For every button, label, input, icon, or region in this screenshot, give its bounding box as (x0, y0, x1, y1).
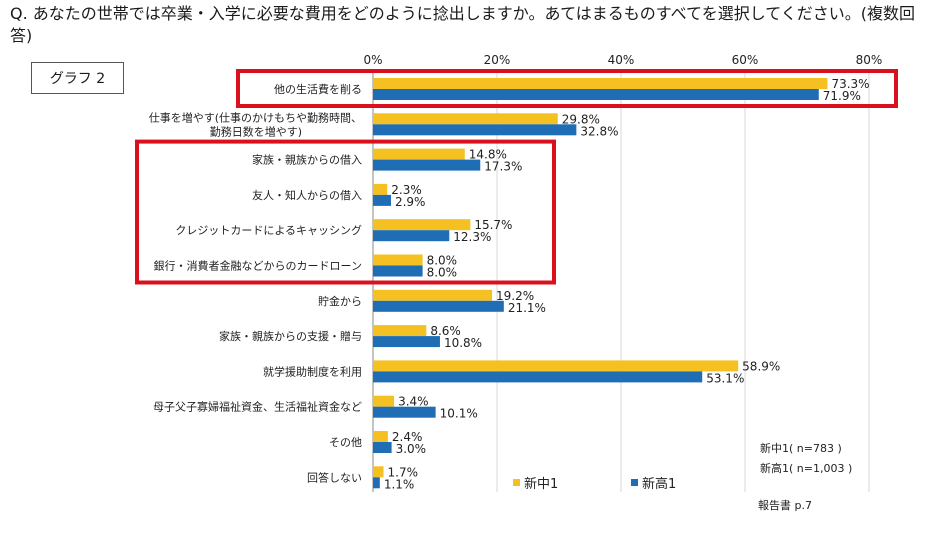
value-label-series-a: 19.2% (496, 289, 534, 303)
bar-series-a (373, 289, 493, 301)
category-label: 他の生活費を削る (274, 82, 362, 96)
bar-series-b (373, 159, 481, 171)
value-label-series-b: 71.9% (823, 89, 861, 103)
value-label-series-b: 1.1% (384, 477, 415, 491)
value-label-series-b: 3.0% (396, 442, 427, 456)
x-tick-label: 60% (732, 53, 759, 67)
question-text: Q. あなたの世帯では卒業・入学に必要な費用をどのように捻出しますか。あてはまる… (10, 4, 916, 45)
bar-series-a (373, 219, 471, 231)
value-label-series-b: 21.1% (508, 301, 546, 315)
source-note: 報告書 p.7 (758, 499, 812, 512)
category-label: 銀行・消費者金融などからのカードローン (154, 259, 362, 273)
value-label-series-b: 10.1% (440, 407, 478, 421)
bar-series-b (373, 230, 450, 242)
value-label-series-b: 12.3% (453, 230, 491, 244)
bar-series-a (373, 254, 423, 266)
value-label-series-a: 2.3% (391, 183, 422, 197)
category-label: 家族・親族からの借入 (252, 153, 362, 167)
value-label-series-b: 32.8% (580, 124, 618, 138)
sample-size-ko: 新高1( n=1,003 ) (760, 462, 853, 475)
bar-series-b (373, 336, 440, 348)
highlight-box (236, 69, 898, 108)
bar-series-b (373, 477, 380, 489)
x-tick-label: 80% (856, 53, 883, 67)
bar-series-b (373, 89, 819, 100)
legend-label-series-b: 新高1 (642, 476, 676, 492)
bar-series-a (373, 395, 395, 407)
bars: 73.3%71.9% 29.8%32.8% 14.8%17.3% 2.3%2.9% 15… (373, 77, 870, 491)
highlight-box (135, 139, 556, 285)
category-label: 貯金から (318, 294, 362, 308)
value-label-series-a: 29.8% (562, 112, 600, 126)
category-label: 母子父子寡婦福祉資金、生活福祉資金など (153, 400, 362, 414)
graph-label: グラフ 2 (31, 62, 124, 94)
bar-series-a (373, 78, 828, 89)
bar-series-a (373, 183, 388, 195)
value-label-series-a: 8.6% (430, 324, 461, 338)
value-label-series-b: 53.1% (706, 371, 744, 385)
legend: 新中1 新高1 (513, 476, 676, 492)
category-label: 就学援助制度を利用 (263, 364, 362, 378)
category-label: 回答しない (307, 470, 362, 484)
category-label: 友人・知人からの借入 (252, 188, 362, 202)
value-label-series-b: 2.9% (395, 195, 426, 209)
category-label: 家族・親族からの支援・贈与 (219, 329, 362, 343)
bar-series-b (373, 371, 703, 383)
highlight-boxes (135, 69, 898, 285)
value-label-series-a: 58.9% (742, 359, 780, 373)
x-axis-ticks: 0% 20% 40% 60% 80% (363, 53, 882, 67)
value-label-series-b: 17.3% (484, 160, 522, 174)
value-label-series-a: 8.0% (427, 254, 458, 268)
bar-series-b (373, 265, 423, 277)
value-label-series-b: 10.8% (444, 336, 482, 350)
x-tick-label: 40% (608, 53, 635, 67)
value-label-series-a: 1.7% (388, 465, 419, 479)
category-label: 仕事を増やす(仕事のかけもちや勤務時間、勤務日数を増やす) (149, 110, 362, 138)
bar-series-b (373, 442, 392, 453)
legend-swatch-series-a (513, 479, 520, 486)
value-label-series-a: 73.3% (831, 77, 869, 91)
category-label: クレジットカードによるキャッシング (175, 223, 362, 237)
bar-series-b (373, 124, 577, 136)
value-label-series-a: 14.8% (469, 148, 507, 162)
bar-series-a (373, 113, 558, 125)
bar-series-b (373, 300, 504, 312)
bar-series-a (373, 325, 427, 337)
bar-series-a (373, 148, 465, 160)
legend-label-series-a: 新中1 (524, 476, 558, 492)
bar-series-a (373, 431, 388, 442)
value-label-series-a: 2.4% (392, 430, 423, 444)
value-label-series-a: 3.4% (398, 395, 429, 409)
bar-series-a (373, 360, 739, 372)
category-label: その他 (329, 436, 362, 449)
sample-size-chu: 新中1( n=783 ) (760, 442, 842, 455)
value-label-series-a: 15.7% (474, 218, 512, 232)
legend-swatch-series-b (631, 479, 638, 486)
x-tick-label: 0% (363, 53, 382, 67)
value-label-series-b: 8.0% (427, 266, 458, 280)
bar-series-b (373, 194, 391, 206)
x-tick-label: 20% (484, 53, 511, 67)
bar-series-b (373, 406, 436, 418)
bar-series-a (373, 466, 384, 478)
